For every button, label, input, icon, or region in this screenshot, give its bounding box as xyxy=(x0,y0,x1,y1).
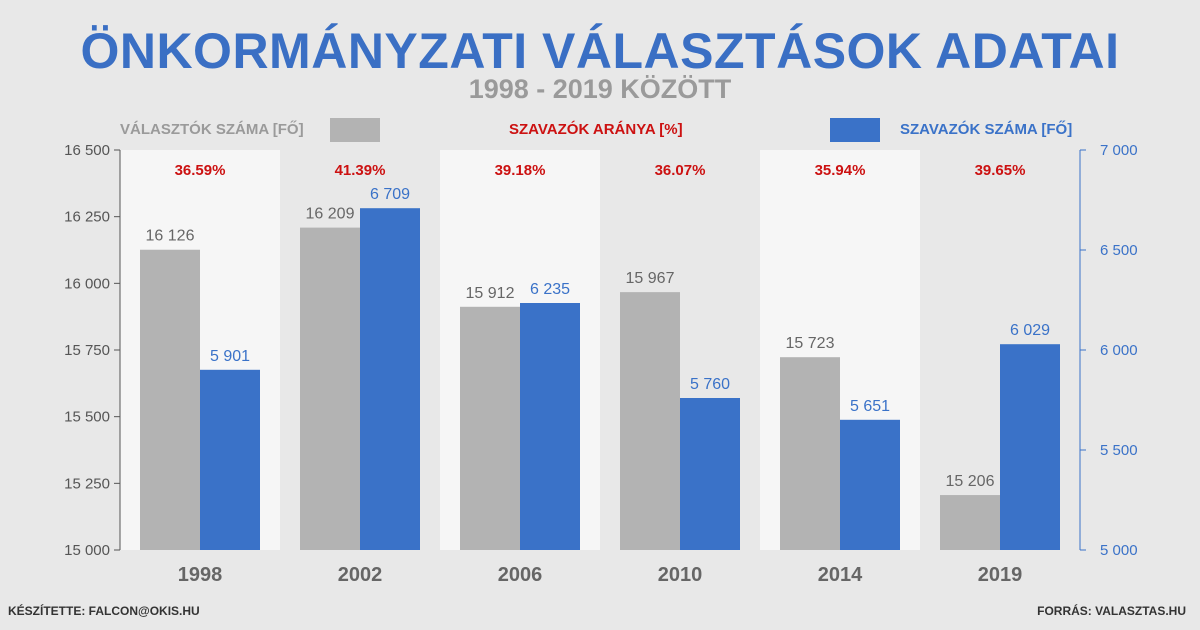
chart-title: ÖNKORMÁNYZATI VÁLASZTÁSOK ADATAI xyxy=(80,23,1120,79)
ratio-label: 41.39% xyxy=(335,162,386,179)
footer-source: FORRÁS: VALASZTAS.HU xyxy=(1037,604,1186,618)
legend-votes-label: SZAVAZÓK SZÁMA [FŐ] xyxy=(900,121,1073,138)
x-tick-label: 2019 xyxy=(978,564,1023,586)
data-label-votes: 5 901 xyxy=(210,348,250,365)
y-left-tick-label: 15 750 xyxy=(64,342,110,359)
y-left-tick-label: 16 000 xyxy=(64,275,110,292)
y-right-tick-label: 6 500 xyxy=(1100,242,1138,259)
x-tick-label: 2014 xyxy=(818,564,863,586)
y-left-tick-label: 16 500 xyxy=(64,142,110,159)
bar-votes xyxy=(680,398,740,550)
data-label-votes: 5 760 xyxy=(690,376,730,393)
ratio-label: 35.94% xyxy=(815,162,866,179)
bar-voters xyxy=(780,357,840,550)
ratio-label: 39.18% xyxy=(495,162,546,179)
bar-votes xyxy=(840,419,900,550)
y-left-tick-label: 15 500 xyxy=(64,409,110,426)
ratio-label: 36.07% xyxy=(655,162,706,179)
bar-votes xyxy=(1000,344,1060,550)
bar-votes xyxy=(360,208,420,550)
legend-ratio-label: SZAVAZÓK ARÁNYA [%] xyxy=(509,121,683,138)
x-tick-label: 1998 xyxy=(178,564,223,586)
x-tick-label: 2010 xyxy=(658,564,703,586)
ratio-label: 39.65% xyxy=(975,162,1026,179)
data-label-votes: 5 651 xyxy=(850,398,890,415)
data-label-voters: 15 206 xyxy=(946,473,995,490)
bar-votes xyxy=(520,303,580,550)
bar-voters xyxy=(300,227,360,550)
ratio-label: 36.59% xyxy=(175,162,226,179)
data-label-voters: 16 209 xyxy=(306,206,355,223)
y-left-tick-label: 15 000 xyxy=(64,542,110,559)
y-right-tick-label: 6 000 xyxy=(1100,342,1138,359)
x-tick-label: 2006 xyxy=(498,564,543,586)
y-left-tick-label: 15 250 xyxy=(64,475,110,492)
y-right-tick-label: 7 000 xyxy=(1100,142,1138,159)
bar-voters xyxy=(140,249,200,550)
legend-votes-swatch xyxy=(830,118,880,142)
legend-voters-label: VÁLASZTÓK SZÁMA [FŐ] xyxy=(120,121,304,138)
bar-voters xyxy=(460,306,520,550)
legend-voters-swatch xyxy=(330,118,380,142)
y-left-tick-label: 16 250 xyxy=(64,209,110,226)
data-label-votes: 6 235 xyxy=(530,281,570,298)
data-label-voters: 15 912 xyxy=(466,285,515,302)
data-label-votes: 6 029 xyxy=(1010,322,1050,339)
data-label-votes: 6 709 xyxy=(370,186,410,203)
chart-subtitle: 1998 - 2019 KÖZÖTT xyxy=(468,74,732,104)
x-tick-label: 2002 xyxy=(338,564,383,586)
bar-voters xyxy=(620,292,680,550)
bar-voters xyxy=(940,495,1000,550)
y-right-tick-label: 5 000 xyxy=(1100,542,1138,559)
bar-votes xyxy=(200,369,260,550)
data-label-voters: 16 126 xyxy=(146,228,195,245)
y-right-tick-label: 5 500 xyxy=(1100,442,1138,459)
footer-author: KÉSZÍTETTE: FALCON@OKIS.HU xyxy=(8,604,200,618)
data-label-voters: 15 723 xyxy=(786,335,835,352)
data-label-voters: 15 967 xyxy=(626,270,675,287)
